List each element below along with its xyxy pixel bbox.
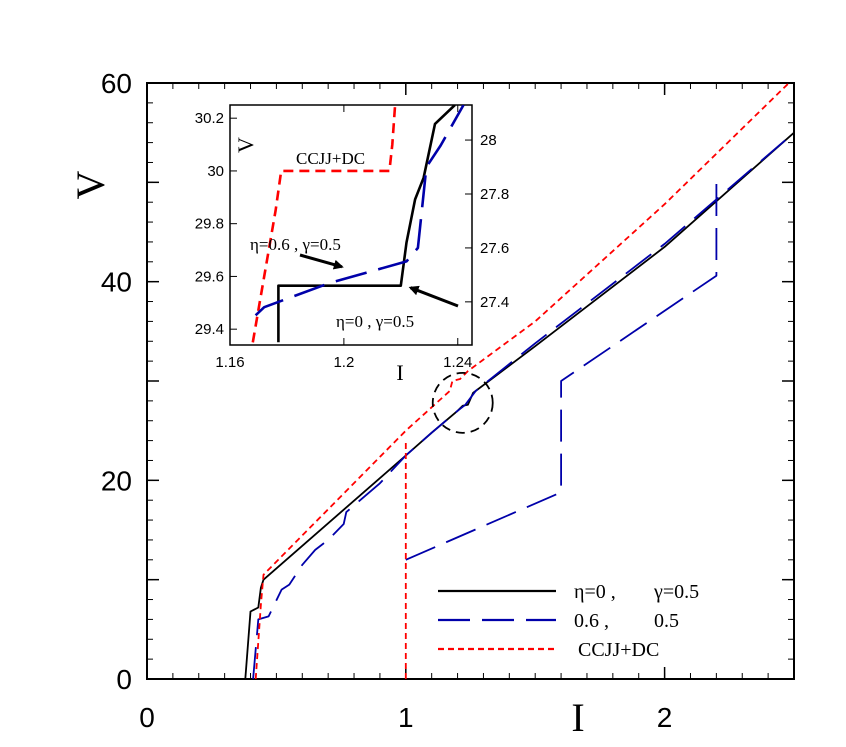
inset-x-tick-label: 1.16 — [215, 354, 244, 371]
inset-y-axis-label: V — [233, 137, 258, 153]
inset-frame — [229, 104, 473, 346]
series-line-1 — [252, 132, 794, 679]
x-tick-label: 2 — [657, 702, 673, 733]
inset-series-layer — [251, 105, 465, 343]
y-tick-label: 40 — [101, 267, 132, 298]
inset-annotation-eta06: η=0.6 , γ=0.5 — [250, 235, 341, 254]
inset-plot: 1.16 1.2 1.24 29.4 29.6 29.8 30 30.2 27.4 27.6 27.… — [195, 104, 509, 385]
inset-annotation-eta0: η=0 , γ=0.5 — [336, 312, 414, 331]
inset-y-tick-label-left: 29.6 — [195, 268, 224, 285]
y-axis-label: V — [68, 170, 113, 199]
y-tick-label: 60 — [101, 68, 132, 99]
x-tick-label: 0 — [139, 702, 155, 733]
inset-y-tick-label-left: 29.8 — [195, 216, 224, 233]
inset-y-tick-label-right: 27.4 — [480, 294, 509, 311]
legend: η=0 , γ=0.5 0.6 , 0.5 CCJJ+DC — [438, 581, 699, 661]
inset-arrow-eta06 — [299, 253, 344, 270]
legend-label-1: 0.6 , — [574, 610, 609, 632]
y-tick-label: 0 — [116, 664, 132, 695]
inset-y-tick-label-left: 30 — [207, 163, 224, 180]
series-line-3 — [254, 83, 791, 679]
x-tick-label: 1 — [398, 702, 414, 733]
inset-series-line-0 — [251, 105, 397, 343]
inset-y-tick-label-left: 30.2 — [195, 110, 224, 127]
legend-label-0-b: γ=0.5 — [653, 581, 699, 603]
series-line-2 — [405, 180, 718, 561]
x-axis-label: I — [571, 695, 584, 740]
inset-series-line-1 — [277, 105, 456, 343]
inset-series-line-2 — [254, 105, 465, 317]
zoom-region-circle — [431, 371, 494, 434]
inset-x-axis-label: I — [396, 360, 403, 385]
inset-x-tick-label: 1.24 — [443, 354, 472, 371]
inset-annotation-ccjj: CCJJ+DC — [296, 149, 365, 168]
inset-arrow-eta0 — [408, 285, 459, 308]
inset-y-tick-label-right: 27.6 — [480, 240, 509, 257]
inset-y-tick-label-right: 27.8 — [480, 186, 509, 203]
legend-label-2: CCJJ+DC — [578, 639, 659, 661]
legend-label-1-b: 0.5 — [654, 610, 679, 632]
inset-y-tick-label-right: 28 — [480, 132, 497, 149]
inset-x-tick-label: 1.2 — [333, 354, 354, 371]
legend-label-0: η=0 , — [574, 581, 616, 603]
y-tick-label: 20 — [101, 465, 132, 496]
inset-y-tick-label-left: 29.4 — [195, 321, 224, 338]
series-layer — [244, 83, 794, 679]
